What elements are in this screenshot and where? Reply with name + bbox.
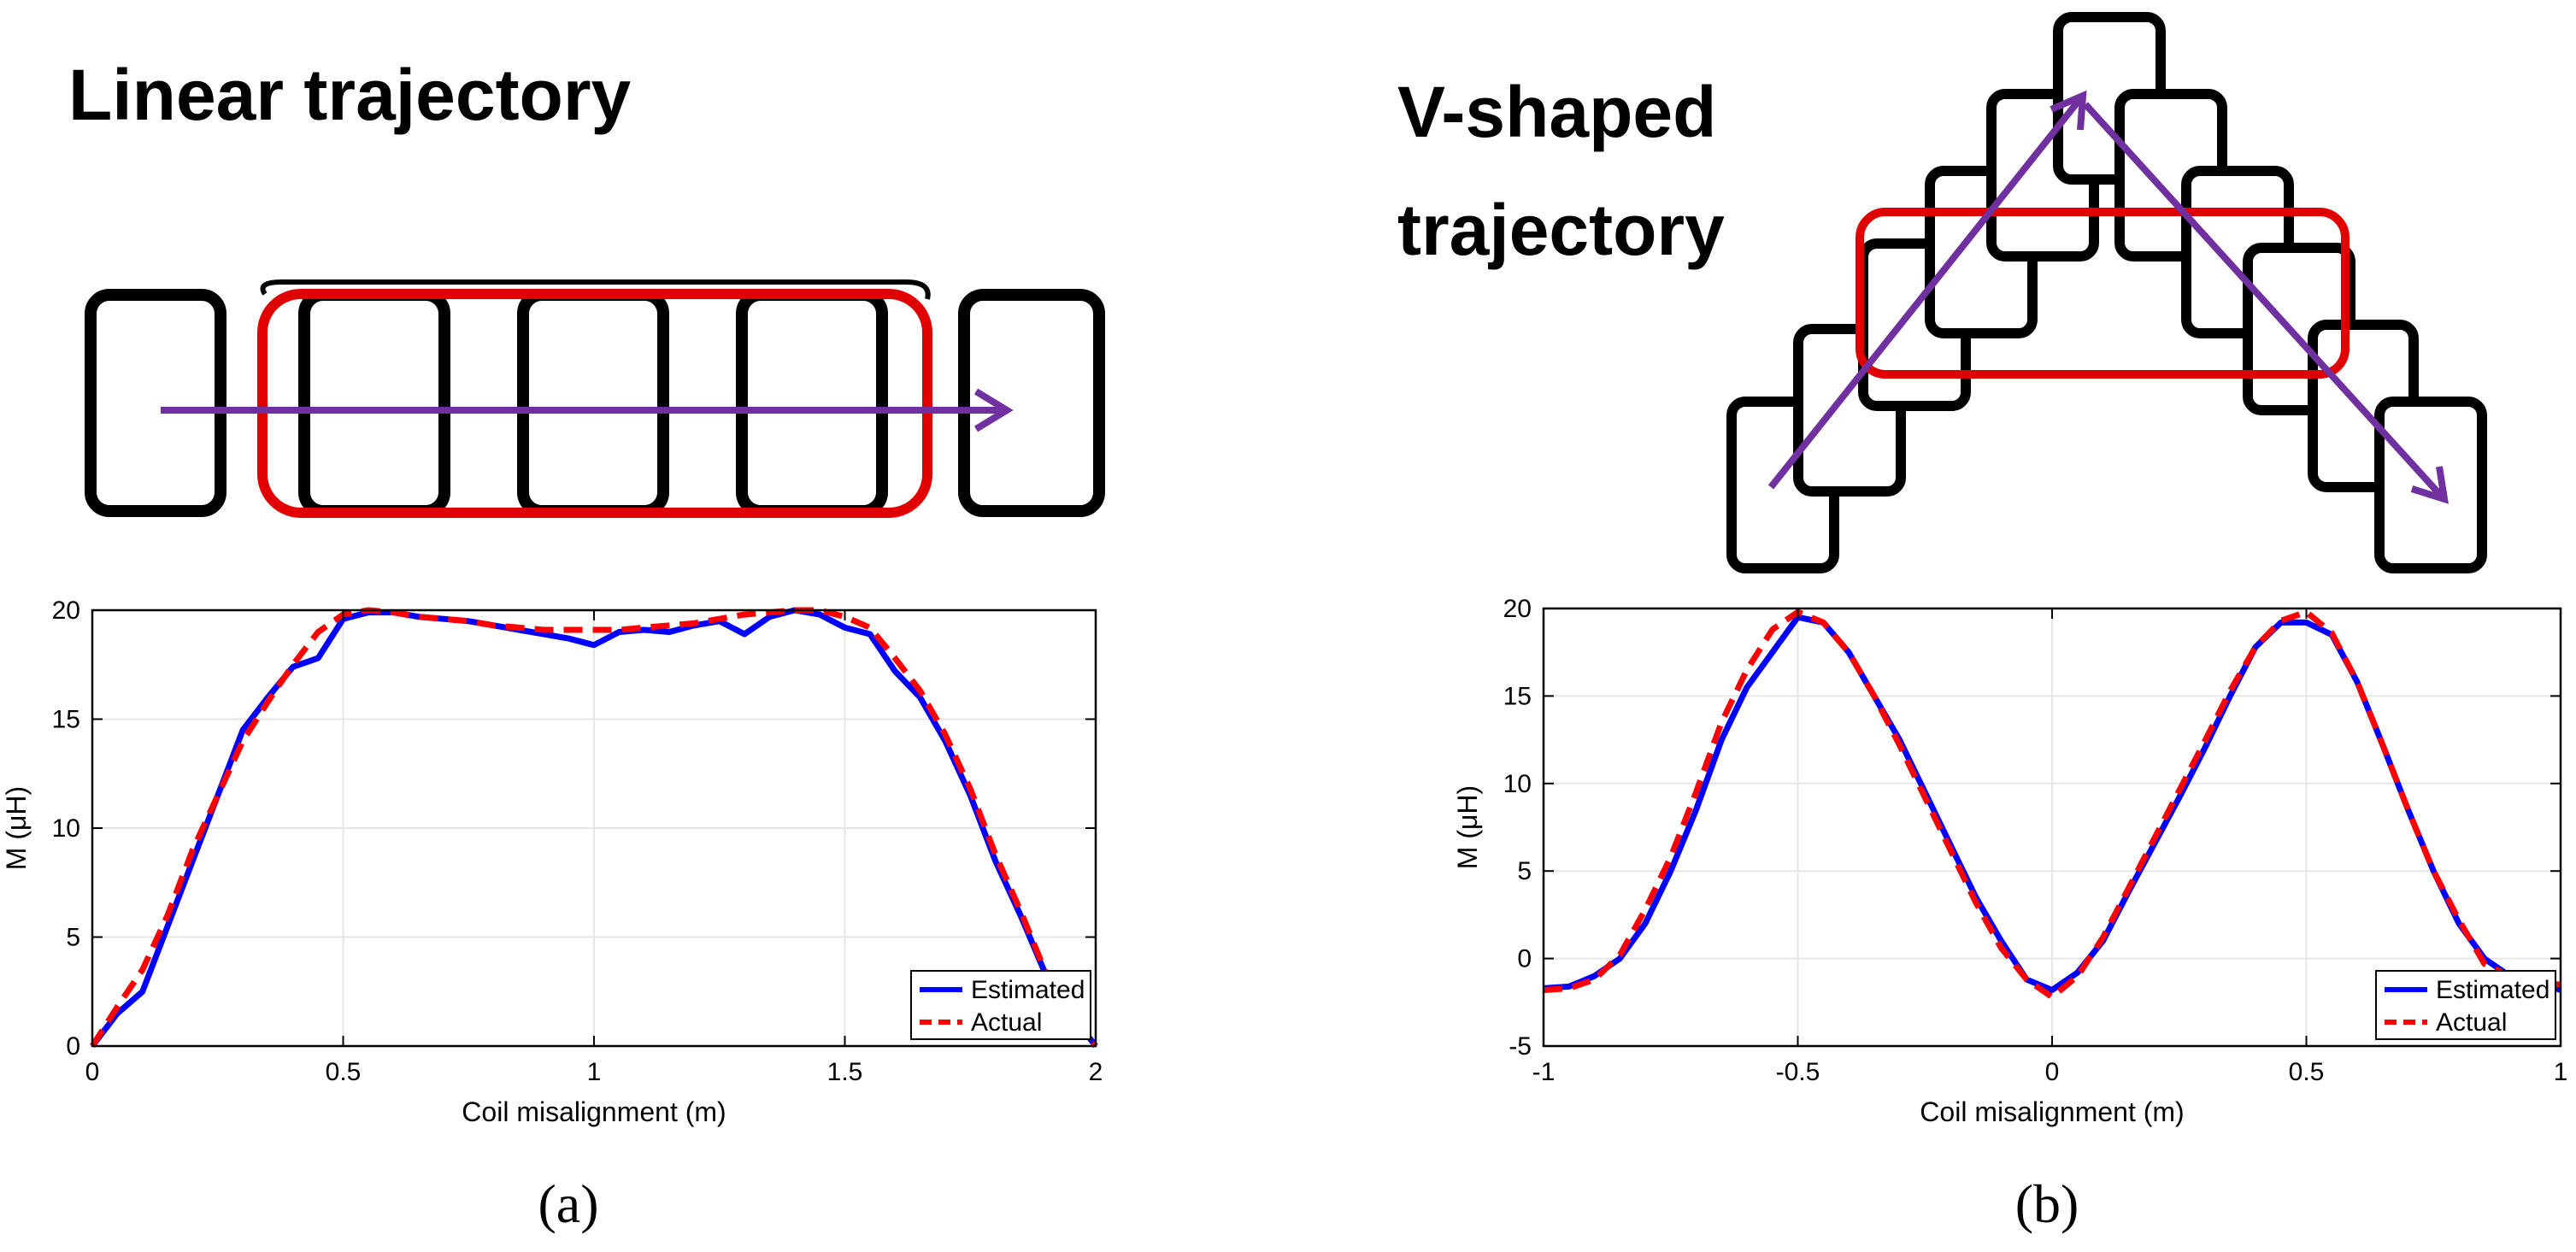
x-tick-label: -0.5: [1776, 1058, 1820, 1086]
y-tick-label: -5: [1509, 1032, 1532, 1061]
x-tick-label: 0: [2045, 1058, 2060, 1086]
chart-b: -1 -0.5 0 0.5 1 -5 0 5 10 15 20 Coil misalignment (…: [1452, 595, 2567, 1234]
series-estimated-line: [90, 607, 1098, 1049]
v-trajectory-down-line: [2083, 102, 2444, 498]
legend-label-estimated: Estimated: [971, 976, 1085, 1004]
series-actual-line: [1543, 608, 2561, 1001]
y-tick-label: 0: [1517, 945, 1532, 973]
x-axis-label: Coil misalignment (m): [1920, 1096, 2184, 1127]
transmitter-coil-1: [85, 289, 226, 517]
diagram-b-title-line2: trajectory: [1397, 190, 1725, 270]
diagram-a: Linear trajectory: [68, 55, 1105, 518]
legend-label-estimated: Estimated: [2436, 976, 2550, 1004]
trajectory-arrow-head-icon: [973, 388, 1014, 432]
x-axis-label: Coil misalignment (m): [462, 1096, 726, 1127]
transmitter-coil-4: [736, 289, 888, 517]
y-tick-label: 10: [1503, 770, 1532, 798]
y-tick-label: 5: [66, 924, 80, 952]
y-tick-label: 0: [66, 1032, 80, 1061]
y-tick-label: 10: [52, 814, 80, 843]
transmitter-coil-5: [958, 289, 1105, 517]
legend-box: [2375, 970, 2556, 1040]
x-tick-label: 0: [85, 1058, 100, 1086]
series-actual-line: [90, 607, 1098, 1049]
v-trajectory-apex-arrow-icon: [2050, 90, 2087, 131]
x-tick-label: -1: [1532, 1058, 1556, 1086]
diagram-b-title-line1: V-shaped: [1397, 72, 1716, 152]
legend-label-actual: Actual: [971, 1008, 1042, 1037]
v-trajectory-end-arrow-icon: [2410, 466, 2449, 504]
transmitter-coil-3: [517, 289, 669, 517]
v-trajectory-up-line: [1767, 98, 2082, 490]
diagram-b: V-shaped trajectory: [1397, 12, 2487, 573]
y-axis-label: M (μH): [1452, 785, 1483, 869]
panel-label: (b): [2015, 1173, 2079, 1234]
y-tick-label: 20: [1503, 595, 1532, 623]
legend-label-actual: Actual: [2436, 1008, 2507, 1037]
receiver-coil: [257, 289, 932, 518]
panel-label: (a): [538, 1173, 598, 1234]
y-tick-label: 20: [52, 597, 80, 625]
y-axis-label: M (μH): [1, 786, 32, 870]
y-tick-label: 5: [1517, 857, 1532, 885]
y-tick-label: 15: [1503, 682, 1532, 710]
x-tick-label: 1: [587, 1058, 602, 1086]
v-receiver-coil: [1856, 208, 2350, 379]
x-tick-label: 0.5: [326, 1058, 362, 1086]
legend-box: [910, 970, 1091, 1040]
x-tick-label: 1.5: [827, 1058, 863, 1086]
transmitter-coil-2: [298, 289, 450, 517]
x-tick-label: 0.5: [2289, 1058, 2325, 1086]
receiver-outline-top: [260, 279, 931, 300]
x-tick-label: 2: [1089, 1058, 1103, 1086]
y-tick-label: 15: [52, 706, 80, 734]
x-tick-label: 1: [2554, 1058, 2568, 1086]
diagram-a-title: Linear trajectory: [68, 55, 632, 135]
